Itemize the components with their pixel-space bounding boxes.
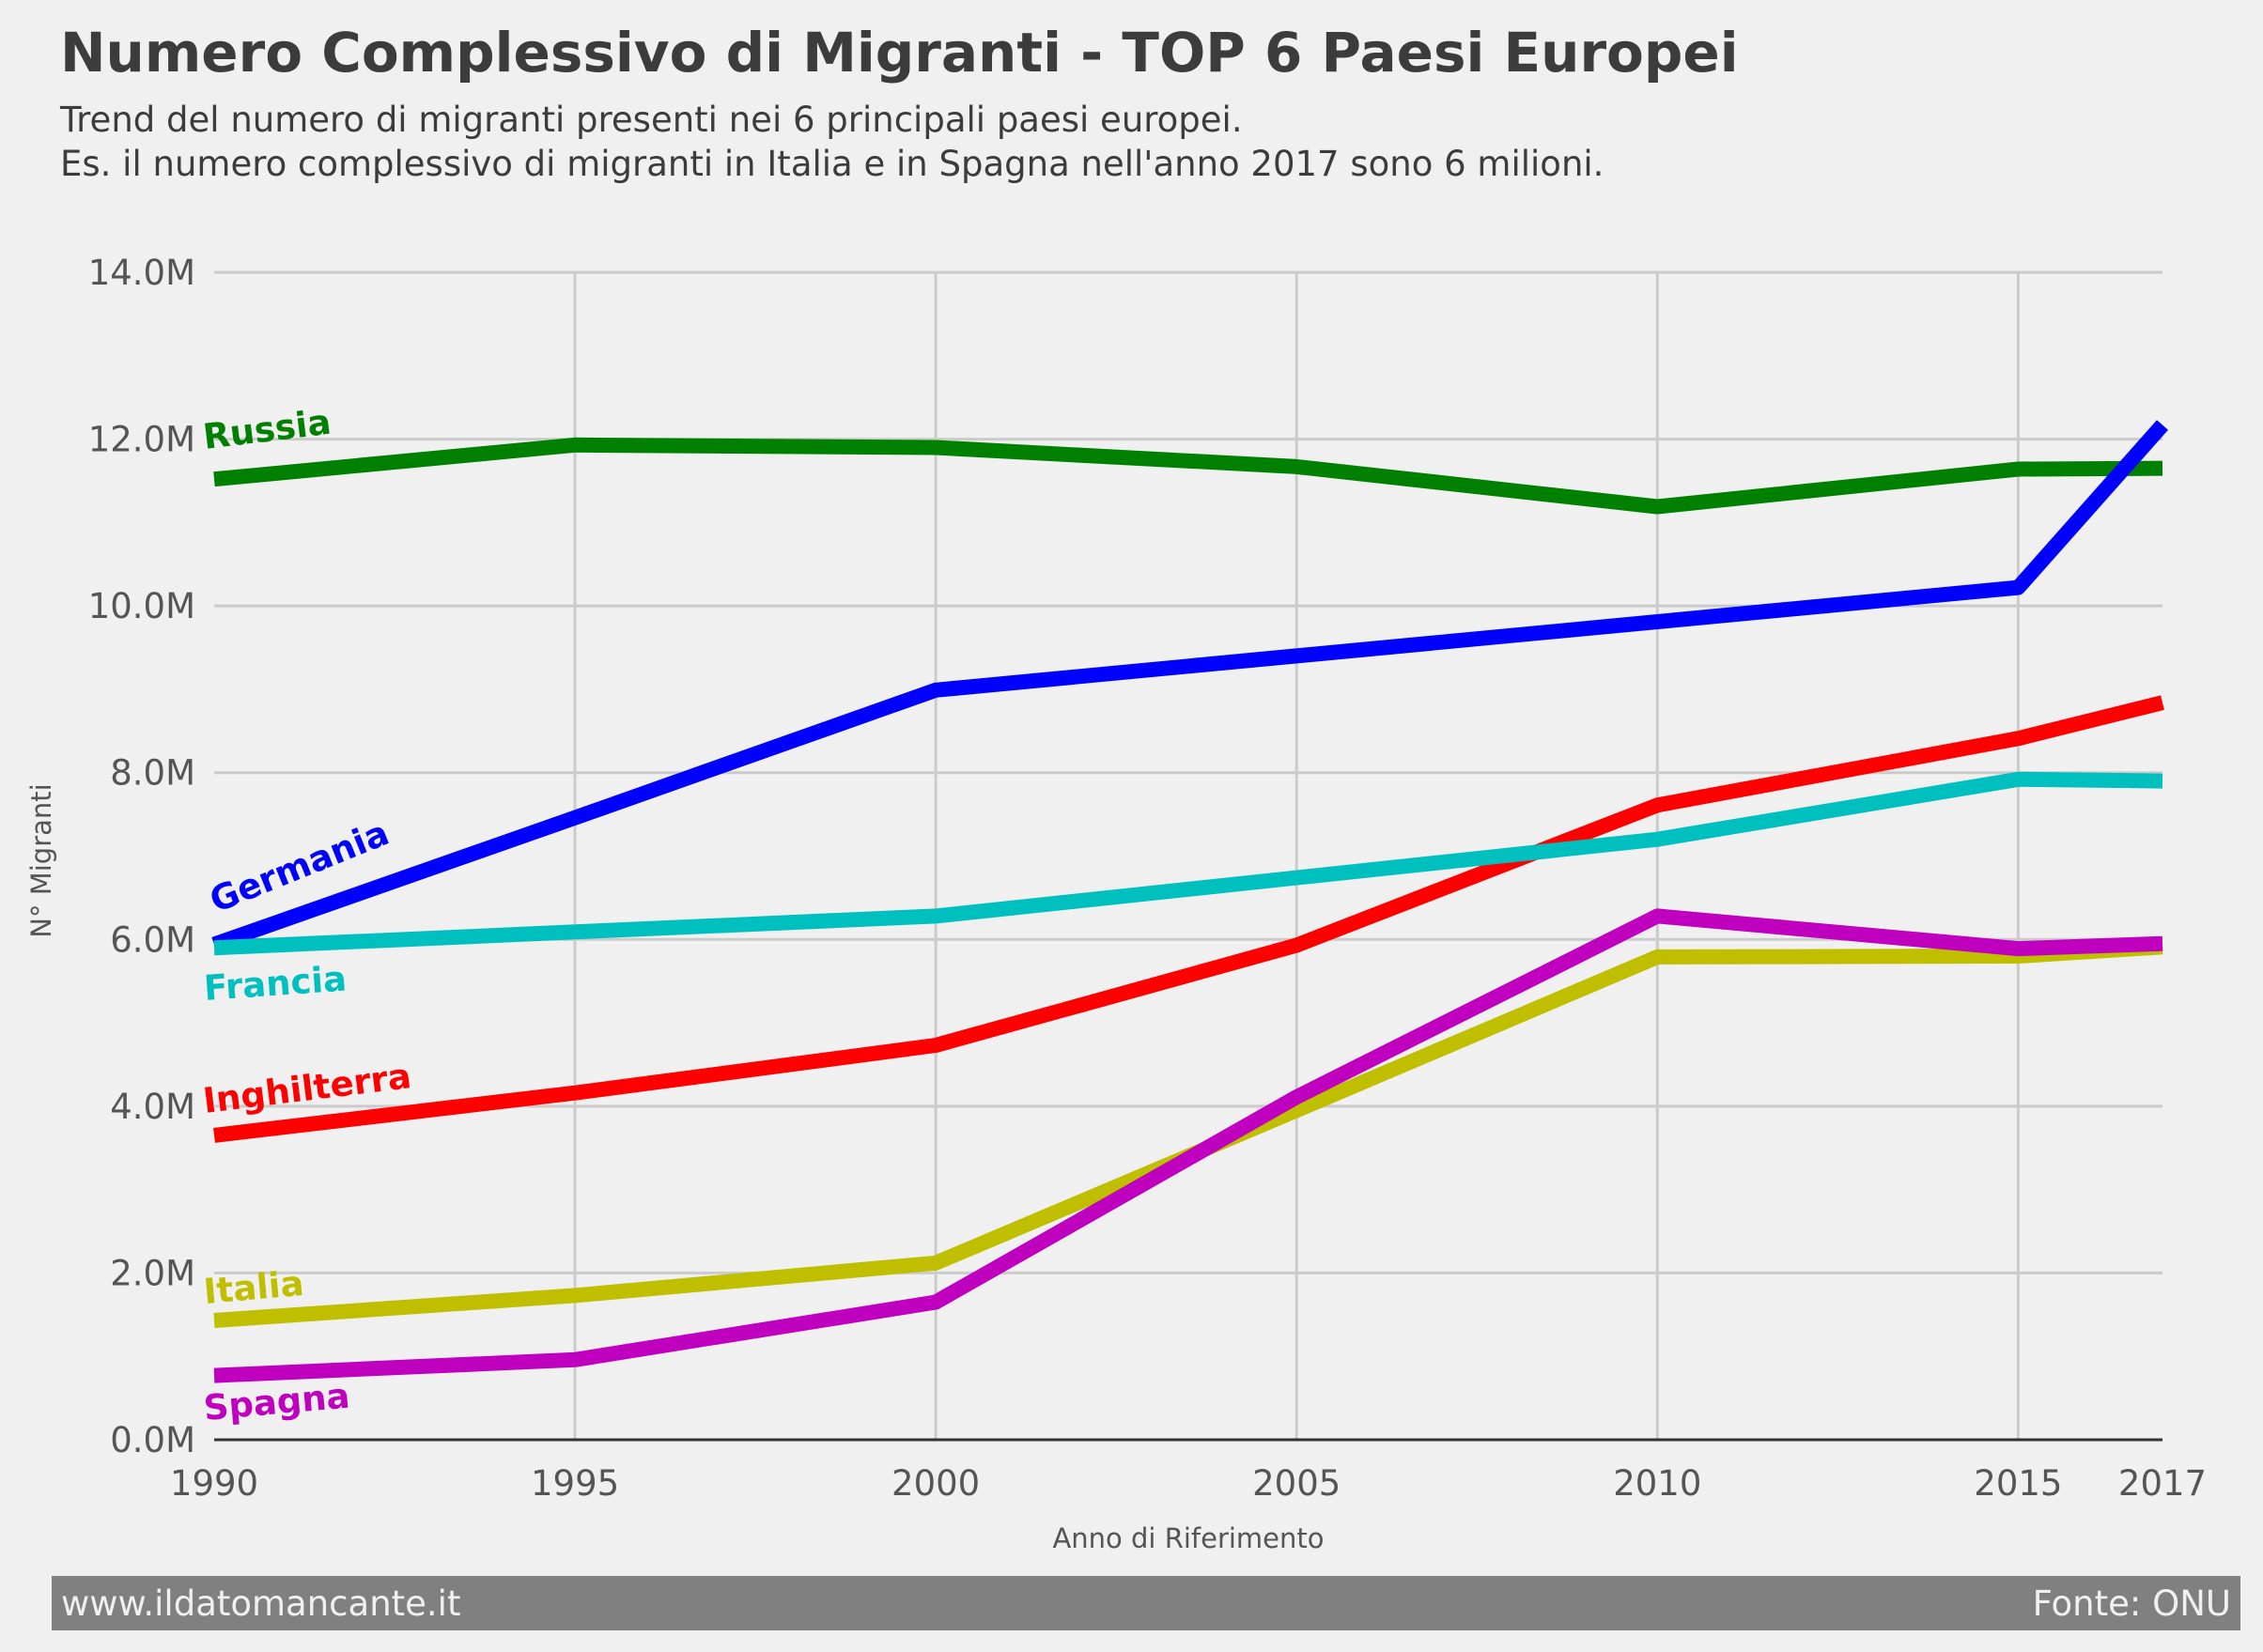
x-tick-label: 2005	[1252, 1463, 1341, 1504]
x-tick-label: 2010	[1613, 1463, 1701, 1504]
chart-title: Numero Complessivo di Migranti - TOP 6 P…	[60, 21, 1739, 85]
subtitle-line-2: Es. il numero complessivo di migranti in…	[60, 144, 1604, 184]
y-tick-label: 12.0M	[88, 420, 195, 460]
y-tick-label: 10.0M	[88, 586, 195, 626]
series-line-italia	[213, 939, 2163, 1328]
series-label-germania: Germania	[204, 812, 395, 920]
x-tick-label: 2015	[1974, 1463, 2062, 1504]
series-line-francia	[213, 771, 2163, 956]
footer-website: www.ildatomancante.it	[61, 1583, 461, 1624]
axes: 0.0M 2.0M 4.0M 6.0M 8.0M 10.0M 12.0M 14.0M 1990 1…	[25, 253, 2207, 1554]
series-label-italia: Italia	[202, 1263, 305, 1312]
footer-bar: www.ildatomancante.it Fonte: ONU	[52, 1576, 2240, 1630]
series-line-inghilterra	[213, 695, 2164, 1143]
x-tick-label: 1995	[531, 1463, 619, 1504]
footer-source: Fonte: ONU	[2032, 1583, 2231, 1624]
series-label-russia: Russia	[201, 402, 333, 457]
series-line-russia	[213, 437, 2163, 515]
y-axis-label: N° Migranti	[25, 783, 57, 937]
series-label-spagna: Spagna	[202, 1376, 351, 1428]
y-tick-label: 2.0M	[110, 1253, 195, 1293]
series-lines	[211, 420, 2168, 1383]
y-tick-label: 4.0M	[110, 1087, 195, 1127]
series-label-francia: Francia	[203, 958, 349, 1009]
chart-subtitle: Trend del numero di migranti presenti ne…	[60, 98, 1604, 186]
series-line-germania	[211, 420, 2168, 952]
x-axis-label: Anno di Riferimento	[1052, 1522, 1324, 1554]
series-line-spagna	[213, 908, 2163, 1383]
x-tick-label: 1990	[170, 1463, 258, 1504]
y-tick-label: 6.0M	[110, 919, 195, 960]
y-tick-label: 8.0M	[110, 753, 195, 794]
y-tick-label: 0.0M	[110, 1420, 195, 1460]
subtitle-line-1: Trend del numero di migranti presenti ne…	[60, 100, 1243, 140]
y-tick-label: 14.0M	[88, 253, 195, 293]
x-tick-label: 2000	[891, 1463, 980, 1504]
x-tick-label: 2017	[2118, 1463, 2207, 1504]
